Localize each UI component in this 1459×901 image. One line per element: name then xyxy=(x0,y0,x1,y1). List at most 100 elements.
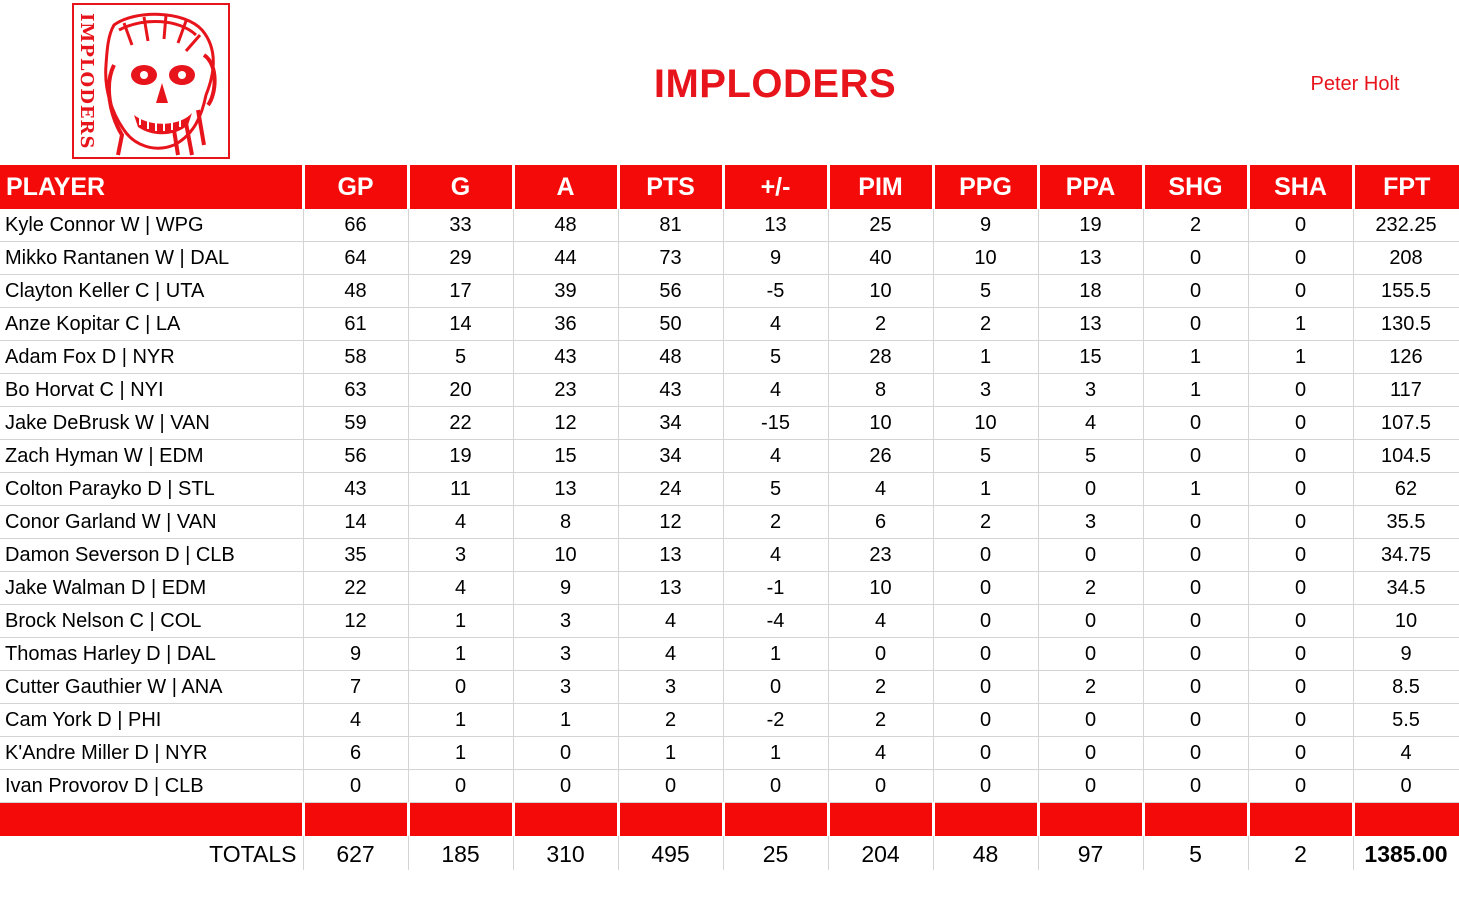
column-header-gp: GP xyxy=(301,165,408,209)
stat-cell-pim: 23 xyxy=(827,538,933,572)
stat-cell-fpt: 5.5 xyxy=(1352,703,1459,737)
stat-cell-pim: 4 xyxy=(827,604,933,638)
stat-cell-gp: 59 xyxy=(302,406,408,440)
stat-cell-gp: 58 xyxy=(302,340,408,374)
stat-cell-ppg: 2 xyxy=(932,307,1038,341)
stat-cell-sha: 0 xyxy=(1247,274,1353,308)
player-name-cell: Clayton Keller C | UTA xyxy=(0,274,303,308)
stat-cell-ppa: 19 xyxy=(1037,209,1143,242)
player-name-cell: Ivan Provorov D | CLB xyxy=(0,769,303,803)
table-row: Kyle Connor W | WPG 66 33 48 81 13 25 9 19 2 0 232.… xyxy=(0,209,1459,242)
stat-cell-plus-minus: -1 xyxy=(722,571,828,605)
table-row: Ivan Provorov D | CLB 0 0 0 0 0 0 0 0 0 0 0 xyxy=(0,769,1459,803)
stat-cell-ppg: 0 xyxy=(932,736,1038,770)
stat-cell-g: 1 xyxy=(407,637,513,671)
stat-cell-g: 0 xyxy=(407,769,513,803)
stat-cell-ppg: 0 xyxy=(932,703,1038,737)
player-name-cell: K'Andre Miller D | NYR xyxy=(0,736,303,770)
stat-cell-fpt: 9 xyxy=(1352,637,1459,671)
stat-cell-ppa: 0 xyxy=(1037,538,1143,572)
stat-cell-shg: 0 xyxy=(1142,241,1248,275)
stat-cell-g: 4 xyxy=(407,505,513,539)
stat-cell-pim: 2 xyxy=(827,307,933,341)
stat-cell-a: 39 xyxy=(512,274,618,308)
stat-cell-shg: 0 xyxy=(1142,670,1248,704)
table-row: Cutter Gauthier W | ANA 7 0 3 3 0 2 0 2 0 0 8.5 xyxy=(0,670,1459,704)
stat-cell-plus-minus: 4 xyxy=(722,373,828,407)
stat-cell-g: 0 xyxy=(407,670,513,704)
total-pim: 204 xyxy=(827,836,933,870)
stat-cell-fpt: 4 xyxy=(1352,736,1459,770)
stat-cell-shg: 1 xyxy=(1142,373,1248,407)
stat-cell-a: 12 xyxy=(512,406,618,440)
stat-cell-plus-minus: 4 xyxy=(722,538,828,572)
stat-cell-ppa: 0 xyxy=(1037,472,1143,506)
stat-cell-sha: 0 xyxy=(1247,406,1353,440)
stat-cell-gp: 43 xyxy=(302,472,408,506)
stat-cell-pts: 4 xyxy=(617,604,723,638)
stat-cell-gp: 48 xyxy=(302,274,408,308)
stat-cell-pim: 2 xyxy=(827,670,933,704)
stats-table: PLAYER GP G A PTS +/- PIM PPG PPA SHG SHA FPT Kyle … xyxy=(0,165,1459,870)
stat-cell-ppa: 15 xyxy=(1037,340,1143,374)
stat-cell-ppg: 0 xyxy=(932,670,1038,704)
stat-cell-ppa: 0 xyxy=(1037,769,1143,803)
player-name-cell: Jake Walman D | EDM xyxy=(0,571,303,605)
stat-cell-pts: 48 xyxy=(617,340,723,374)
table-row: Mikko Rantanen W | DAL 64 29 44 73 9 40 10 13 0 0 2… xyxy=(0,241,1459,275)
total-pts: 495 xyxy=(617,836,723,870)
band-cell xyxy=(1246,802,1353,836)
stat-cell-pim: 4 xyxy=(827,472,933,506)
stat-cell-fpt: 117 xyxy=(1352,373,1459,407)
stat-cell-sha: 0 xyxy=(1247,209,1353,242)
stat-cell-plus-minus: 1 xyxy=(722,736,828,770)
stat-cell-pim: 0 xyxy=(827,769,933,803)
stat-cell-shg: 1 xyxy=(1142,472,1248,506)
stat-cell-fpt: 232.25 xyxy=(1352,209,1459,242)
stat-cell-pim: 8 xyxy=(827,373,933,407)
stat-cell-sha: 0 xyxy=(1247,505,1353,539)
player-name-cell: Conor Garland W | VAN xyxy=(0,505,303,539)
grand-total-fpt: 1385.00 xyxy=(1352,836,1459,870)
stat-cell-plus-minus: 9 xyxy=(722,241,828,275)
stat-cell-pts: 2 xyxy=(617,703,723,737)
stat-cell-a: 8 xyxy=(512,505,618,539)
stat-cell-sha: 0 xyxy=(1247,571,1353,605)
player-name-cell: Jake DeBrusk W | VAN xyxy=(0,406,303,440)
player-name-cell: Cam York D | PHI xyxy=(0,703,303,737)
stat-cell-pts: 56 xyxy=(617,274,723,308)
table-row: Conor Garland W | VAN 14 4 8 12 2 6 2 3 0 0 35.5 xyxy=(0,505,1459,539)
stat-cell-pts: 81 xyxy=(617,209,723,242)
column-header-ppa: PPA xyxy=(1036,165,1143,209)
stat-cell-sha: 0 xyxy=(1247,472,1353,506)
stat-cell-ppa: 0 xyxy=(1037,736,1143,770)
stat-cell-ppa: 2 xyxy=(1037,571,1143,605)
separator-band xyxy=(0,802,1459,836)
stat-cell-shg: 0 xyxy=(1142,736,1248,770)
table-row: Zach Hyman W | EDM 56 19 15 34 4 26 5 5 0 0 104.5 xyxy=(0,439,1459,473)
stat-cell-g: 17 xyxy=(407,274,513,308)
stat-cell-pim: 0 xyxy=(827,637,933,671)
stat-cell-pts: 24 xyxy=(617,472,723,506)
stat-cell-sha: 0 xyxy=(1247,439,1353,473)
stat-cell-shg: 0 xyxy=(1142,274,1248,308)
team-title: IMPLODERS xyxy=(653,62,897,106)
table-header-row: PLAYER GP G A PTS +/- PIM PPG PPA SHG SHA FPT xyxy=(0,165,1459,209)
band-cell xyxy=(1036,802,1143,836)
stat-cell-pts: 34 xyxy=(617,439,723,473)
stat-cell-shg: 0 xyxy=(1142,307,1248,341)
stat-cell-fpt: 35.5 xyxy=(1352,505,1459,539)
stat-cell-ppg: 10 xyxy=(932,406,1038,440)
stat-cell-pts: 4 xyxy=(617,637,723,671)
stat-cell-pim: 10 xyxy=(827,274,933,308)
stat-cell-fpt: 34.5 xyxy=(1352,571,1459,605)
stat-cell-a: 0 xyxy=(512,769,618,803)
stat-cell-plus-minus: 2 xyxy=(722,505,828,539)
total-a: 310 xyxy=(512,836,618,870)
stat-cell-gp: 56 xyxy=(302,439,408,473)
stat-cell-pts: 34 xyxy=(617,406,723,440)
stat-cell-gp: 9 xyxy=(302,637,408,671)
band-cell xyxy=(0,802,303,836)
stat-cell-pts: 73 xyxy=(617,241,723,275)
player-name-cell: Damon Severson D | CLB xyxy=(0,538,303,572)
